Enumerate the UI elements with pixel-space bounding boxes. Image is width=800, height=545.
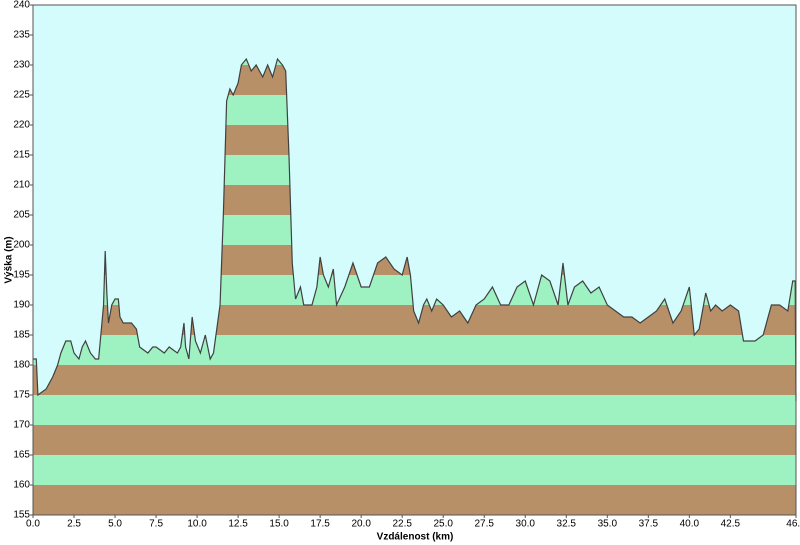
y-axis-title: Výška (m)	[4, 236, 15, 283]
x-tick-label: 42.5	[721, 519, 741, 530]
x-tick-label: 17.5	[310, 519, 330, 530]
y-tick-label: 170	[13, 420, 30, 431]
x-tick-label: 0.0	[26, 519, 40, 530]
x-tick-label: 25.0	[433, 519, 453, 530]
x-tick-label: 40.0	[680, 519, 700, 530]
x-tick-label: 30.0	[516, 519, 536, 530]
y-tick-label: 230	[13, 60, 30, 71]
x-tick-label: 20.0	[351, 519, 371, 530]
x-tick-label: 27.5	[475, 519, 495, 530]
profile-line	[33, 57, 797, 402]
x-tick-label: 46.5	[786, 519, 800, 530]
elevation-band	[33, 365, 796, 395]
elevation-band	[33, 395, 796, 425]
y-tick-label: 175	[13, 390, 30, 401]
y-tick-label: 215	[13, 150, 30, 161]
x-tick-label: 7.5	[149, 519, 163, 530]
y-tick-label: 240	[13, 0, 30, 11]
y-tick-label: 210	[13, 180, 30, 191]
y-tick-label: 195	[13, 270, 30, 281]
elevation-band	[33, 425, 796, 455]
x-tick-label: 37.5	[639, 519, 659, 530]
y-tick-label: 155	[13, 510, 30, 521]
y-tick-label: 205	[13, 210, 30, 221]
x-tick-label: 35.0	[598, 519, 618, 530]
elevation-band	[33, 485, 796, 515]
y-tick-label: 160	[13, 480, 30, 491]
x-tick-label: 12.5	[228, 519, 248, 530]
x-axis-title: Vzdálenost (km)	[377, 532, 454, 543]
y-tick-label: 180	[13, 360, 30, 371]
x-tick-label: 22.5	[392, 519, 412, 530]
x-tick-label: 15.0	[269, 519, 289, 530]
x-tick-label: 10.0	[187, 519, 207, 530]
x-tick-label: 2.5	[67, 519, 81, 530]
y-tick-label: 165	[13, 450, 30, 461]
x-tick-label: 32.5	[557, 519, 577, 530]
x-tick-label: 5.0	[108, 519, 122, 530]
y-tick-label: 220	[13, 120, 30, 131]
y-tick-label: 225	[13, 90, 30, 101]
y-tick-label: 185	[13, 330, 30, 341]
y-tick-label: 190	[13, 300, 30, 311]
y-tick-label: 235	[13, 30, 30, 41]
y-tick-label: 200	[13, 240, 30, 251]
elevation-band	[33, 455, 796, 485]
plot-frame	[32, 4, 797, 516]
